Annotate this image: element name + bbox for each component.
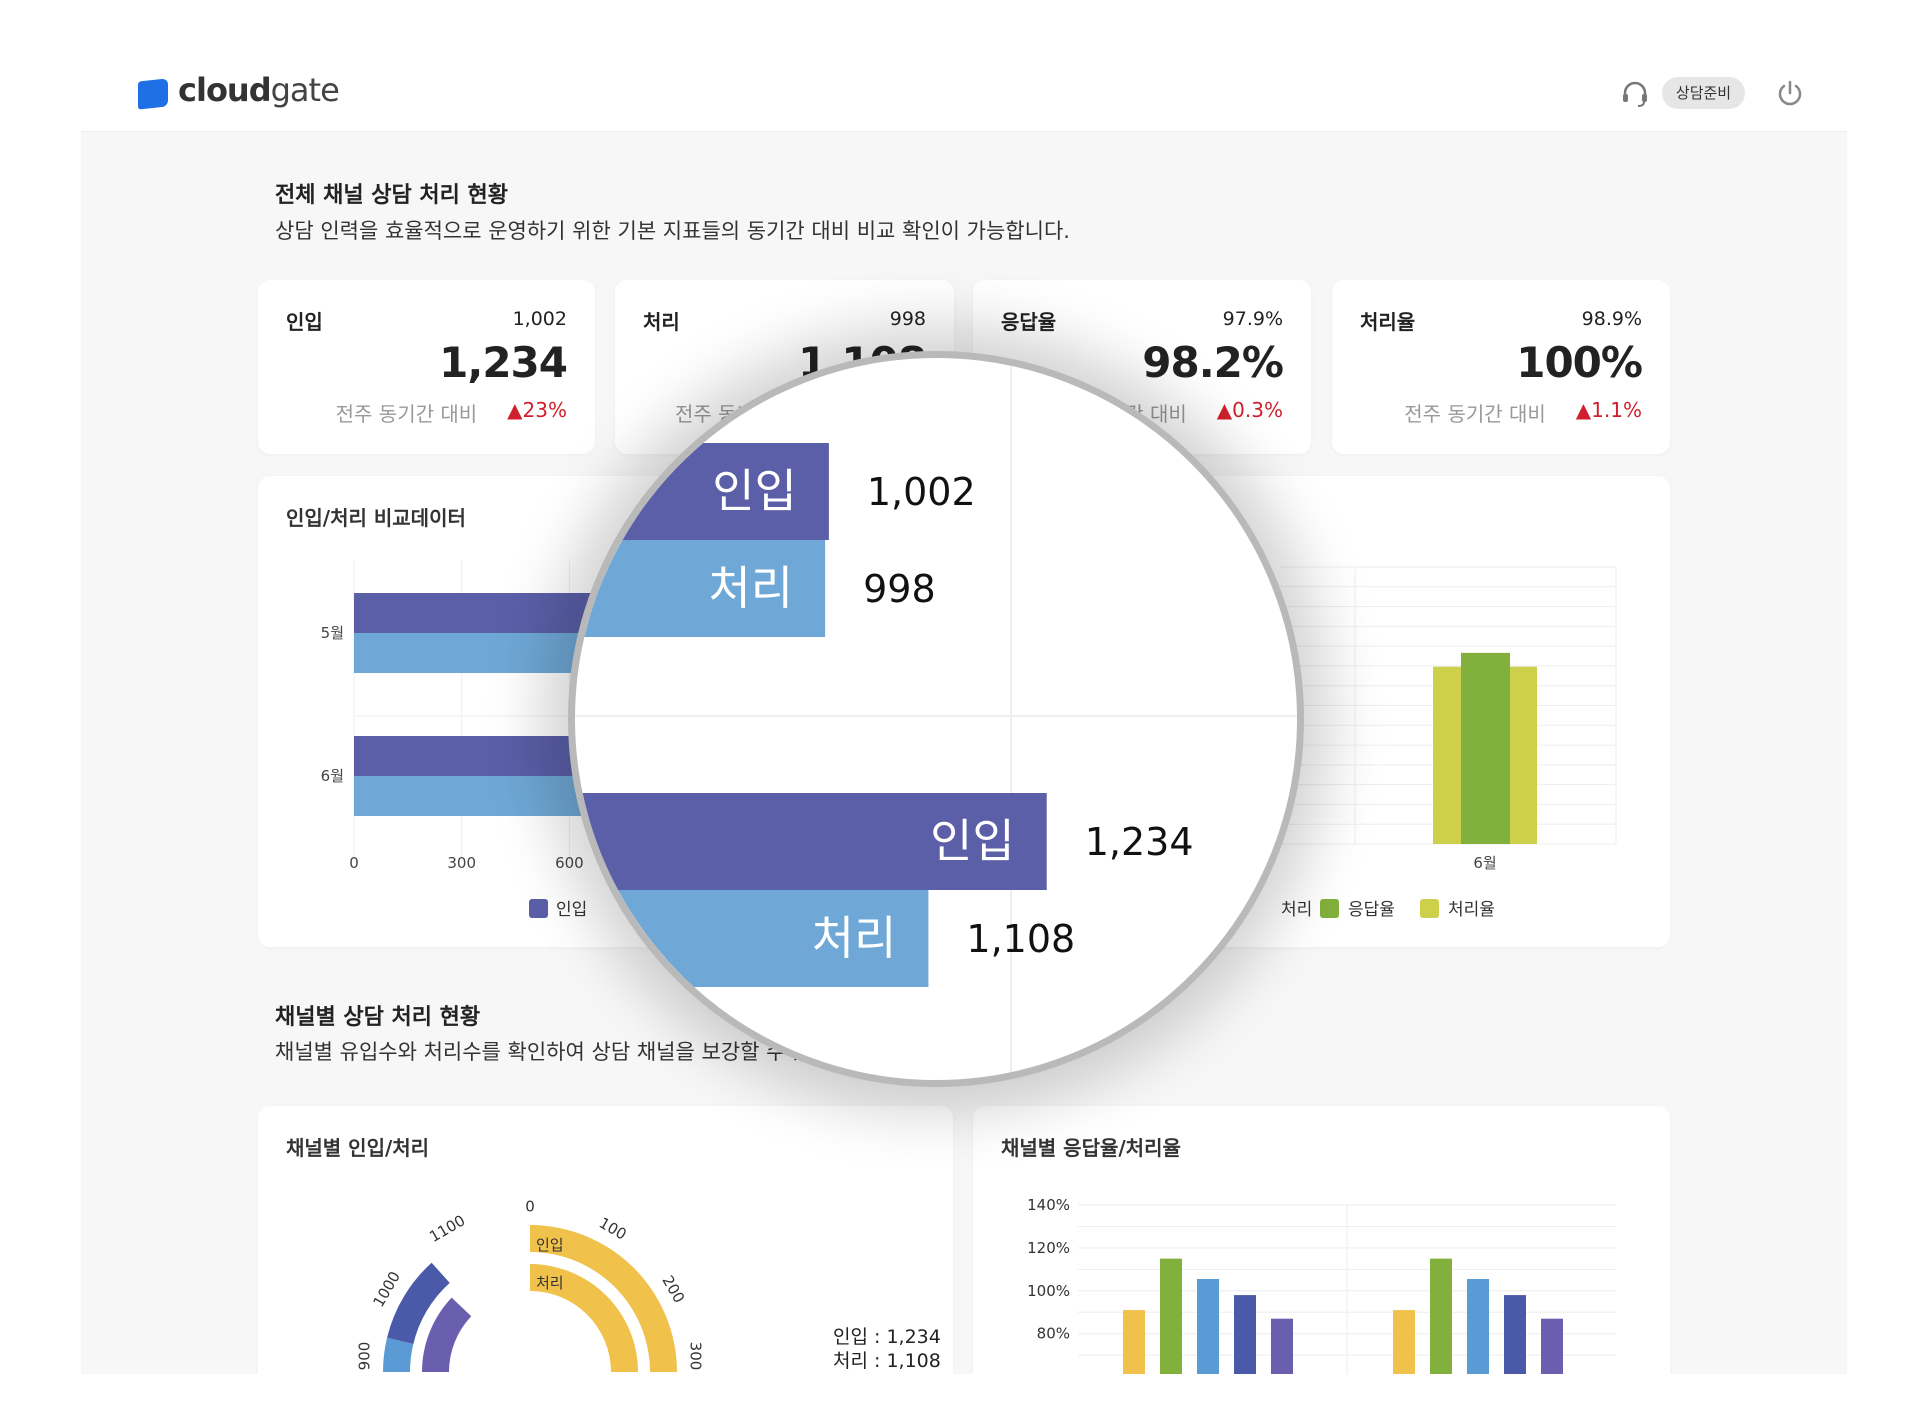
top-header: cloudgate 상담준비 [81,55,1847,132]
x-tick-label: 6월 [1473,854,1496,872]
legend-swatch [529,899,548,918]
kpi-prev-value: 998 [889,308,926,330]
gauge-ring-label: 처리 [536,1274,564,1292]
channel-rate-chart: 140% 120% 100% 80% [1027,1196,1616,1374]
kpi-prev-value: 97.9% [1222,308,1283,330]
kpi-label: 응답율 [1001,310,1057,334]
bar-label: 인입 [712,464,797,518]
kpi-value: 100% [1516,338,1643,387]
channel-rate-card: 채널별 응답율/처리율 140% 120% 100% 80% [973,1106,1670,1374]
gauge-tick-label: 300 [687,1342,705,1371]
gauge-segment-인입 [530,1225,677,1372]
card-title: 채널별 응답율/처리율 [1001,1136,1181,1160]
kpi-label: 처리율 [1360,310,1416,334]
legend-swatch [1320,899,1339,918]
gauge-segment-처리 [530,1264,638,1372]
gauge-tick-label: 0 [525,1198,535,1216]
kpi-card-inflow: 인입 1,002 1,234 전주 동기간 대비 ▲23% [258,280,595,454]
bar [1271,1318,1293,1374]
kpi-prev-value: 98.9% [1581,308,1642,330]
gauge-ring-label: 인입 [536,1236,564,1254]
gauge-tick-label: 1100 [426,1211,468,1246]
bar-value: 998 [863,567,936,611]
gauge-segment-인입 [383,1337,414,1372]
kpi-change: ▲0.3% [1216,398,1283,422]
bar-value: 1,002 [867,470,976,514]
bar [1393,1310,1415,1374]
x-tick-label: 0 [349,854,359,872]
legend-inflow: 인입 : 1,234 [833,1326,941,1348]
gauge-segment-인입 [387,1262,450,1344]
kpi-label: 처리 [643,310,680,334]
bar [1430,1258,1452,1374]
power-icon[interactable] [1775,79,1805,109]
kpi-compare-label: 전주 동기간 대비 [335,402,478,426]
kpi-change: ▲1.1% [1575,398,1642,422]
bar [1123,1310,1145,1374]
kpi-value: 98.2% [1142,338,1284,387]
dashboard-panel: cloudgate 상담준비 전체 채널 상담 처리 현황 상담 인력을 효율적… [81,55,1847,1374]
bar [1504,1295,1526,1374]
gauge-tick-label: 900 [356,1342,374,1371]
x-tick-label: 300 [447,854,476,872]
gauge-tick-label: 200 [658,1272,688,1306]
magnified-compare-chart: 인입 1,002 처리 998 인입 1,234 처리 1,108 [575,358,1297,1080]
magnifier-lens: 인입 1,002 처리 998 인입 1,234 처리 1,108 [568,351,1304,1087]
bar-처리 [575,540,826,637]
bar-인입 [575,793,1047,890]
section-title: 전체 채널 상담 처리 현황 [275,183,509,208]
bar-label: 처리 [708,561,793,615]
bar-value: 1,234 [1085,820,1194,864]
legend-label: 응답율 [1348,900,1395,920]
card-title: 인입/처리 비교데이터 [286,506,466,530]
legend-label: 처리율 [1448,900,1495,920]
card-title: 채널별 인입/처리 [286,1136,430,1160]
bar [1197,1279,1219,1374]
y-tick-label: 120% [1027,1239,1070,1257]
gauge-tick-label: 1000 [369,1268,404,1310]
bar [1541,1318,1563,1374]
bar [1234,1295,1256,1374]
y-tick-label: 100% [1027,1282,1070,1300]
category-label: 5월 [321,624,344,642]
section-title: 채널별 상담 처리 현황 [275,1005,481,1030]
gauge-tick-label: 100 [596,1214,630,1244]
bar [1467,1279,1489,1374]
section-subtitle: 상담 인력을 효율적으로 운영하기 위한 기본 지표들의 동기간 대비 비교 확… [275,219,1070,243]
y-tick-label: 80% [1037,1325,1070,1343]
kpi-label: 인입 [286,310,323,334]
legend-swatch [1420,899,1439,918]
bar-응답율 [1461,652,1510,844]
legend-label: 처리 [1281,900,1312,920]
kpi-prev-value: 1,002 [512,308,567,330]
logo-text: cloudgate [178,71,340,109]
bar-label: 인입 [930,814,1015,868]
legend-processed: 처리 : 1,108 [833,1350,941,1372]
gauge-segment-처리 [422,1297,472,1372]
kpi-card-process-rate: 처리율 98.9% 100% 전주 동기간 대비 ▲1.1% [1332,280,1670,454]
kpi-compare-label: 전주 동기간 대비 [1404,402,1546,426]
x-tick-label: 600 [555,854,584,872]
kpi-value: 1,234 [439,338,568,387]
category-label: 6월 [321,767,344,785]
headset-icon[interactable] [1621,79,1649,109]
bar-value: 1,108 [966,917,1075,961]
bar-label: 처리 [812,911,897,965]
status-badge[interactable]: 상담준비 [1662,77,1745,109]
y-tick-label: 140% [1027,1196,1070,1214]
kpi-change: ▲23% [507,398,567,422]
logo-icon [138,78,168,110]
bar [1160,1258,1182,1374]
legend-label: 인입 [556,900,587,920]
